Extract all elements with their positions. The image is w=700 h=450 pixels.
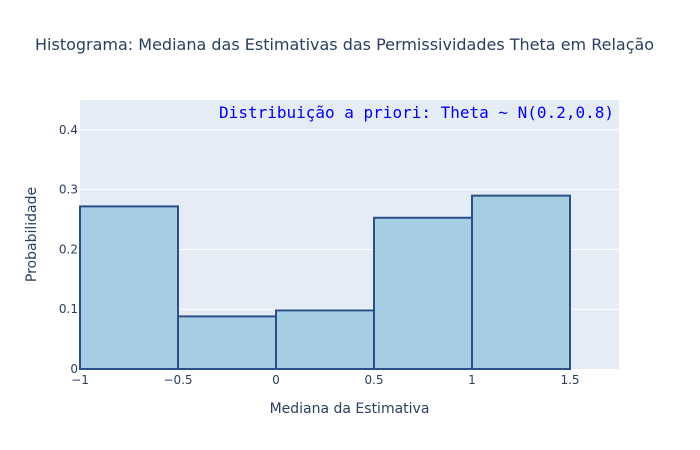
prior-annotation: Distribuição a priori: Theta ~ N(0.2,0.8… [219, 103, 614, 122]
x-axis-ticks: −1 −0.5 0 0.5 1 1.5 [71, 373, 579, 387]
x-tick-label: 1.5 [560, 373, 579, 387]
histogram-bar [79, 205, 179, 370]
y-tick-label: 0.4 [59, 123, 78, 137]
histogram-bar [373, 216, 473, 370]
histogram-bar [275, 309, 375, 371]
y-axis-title: Probabilidade [24, 187, 40, 282]
histogram-bar [471, 194, 571, 370]
histogram-bars [79, 194, 571, 371]
x-tick-label: −1 [71, 373, 89, 387]
y-tick-label: 0.3 [59, 183, 78, 197]
y-tick-label: 0.1 [59, 302, 78, 316]
histogram-bar [177, 315, 277, 371]
x-tick-label: 0.5 [364, 373, 383, 387]
y-axis-ticks: 0 0.1 0.2 0.3 0.4 [59, 123, 78, 376]
chart-title: Histograma: Mediana das Estimativas das … [35, 35, 654, 54]
y-tick-label: 0 [70, 362, 78, 376]
x-tick-label: 1 [468, 373, 476, 387]
x-tick-label: −0.5 [163, 373, 192, 387]
x-tick-label: 0 [272, 373, 280, 387]
y-tick-label: 0.2 [59, 242, 78, 256]
x-axis-title: Mediana da Estimativa [270, 401, 430, 417]
